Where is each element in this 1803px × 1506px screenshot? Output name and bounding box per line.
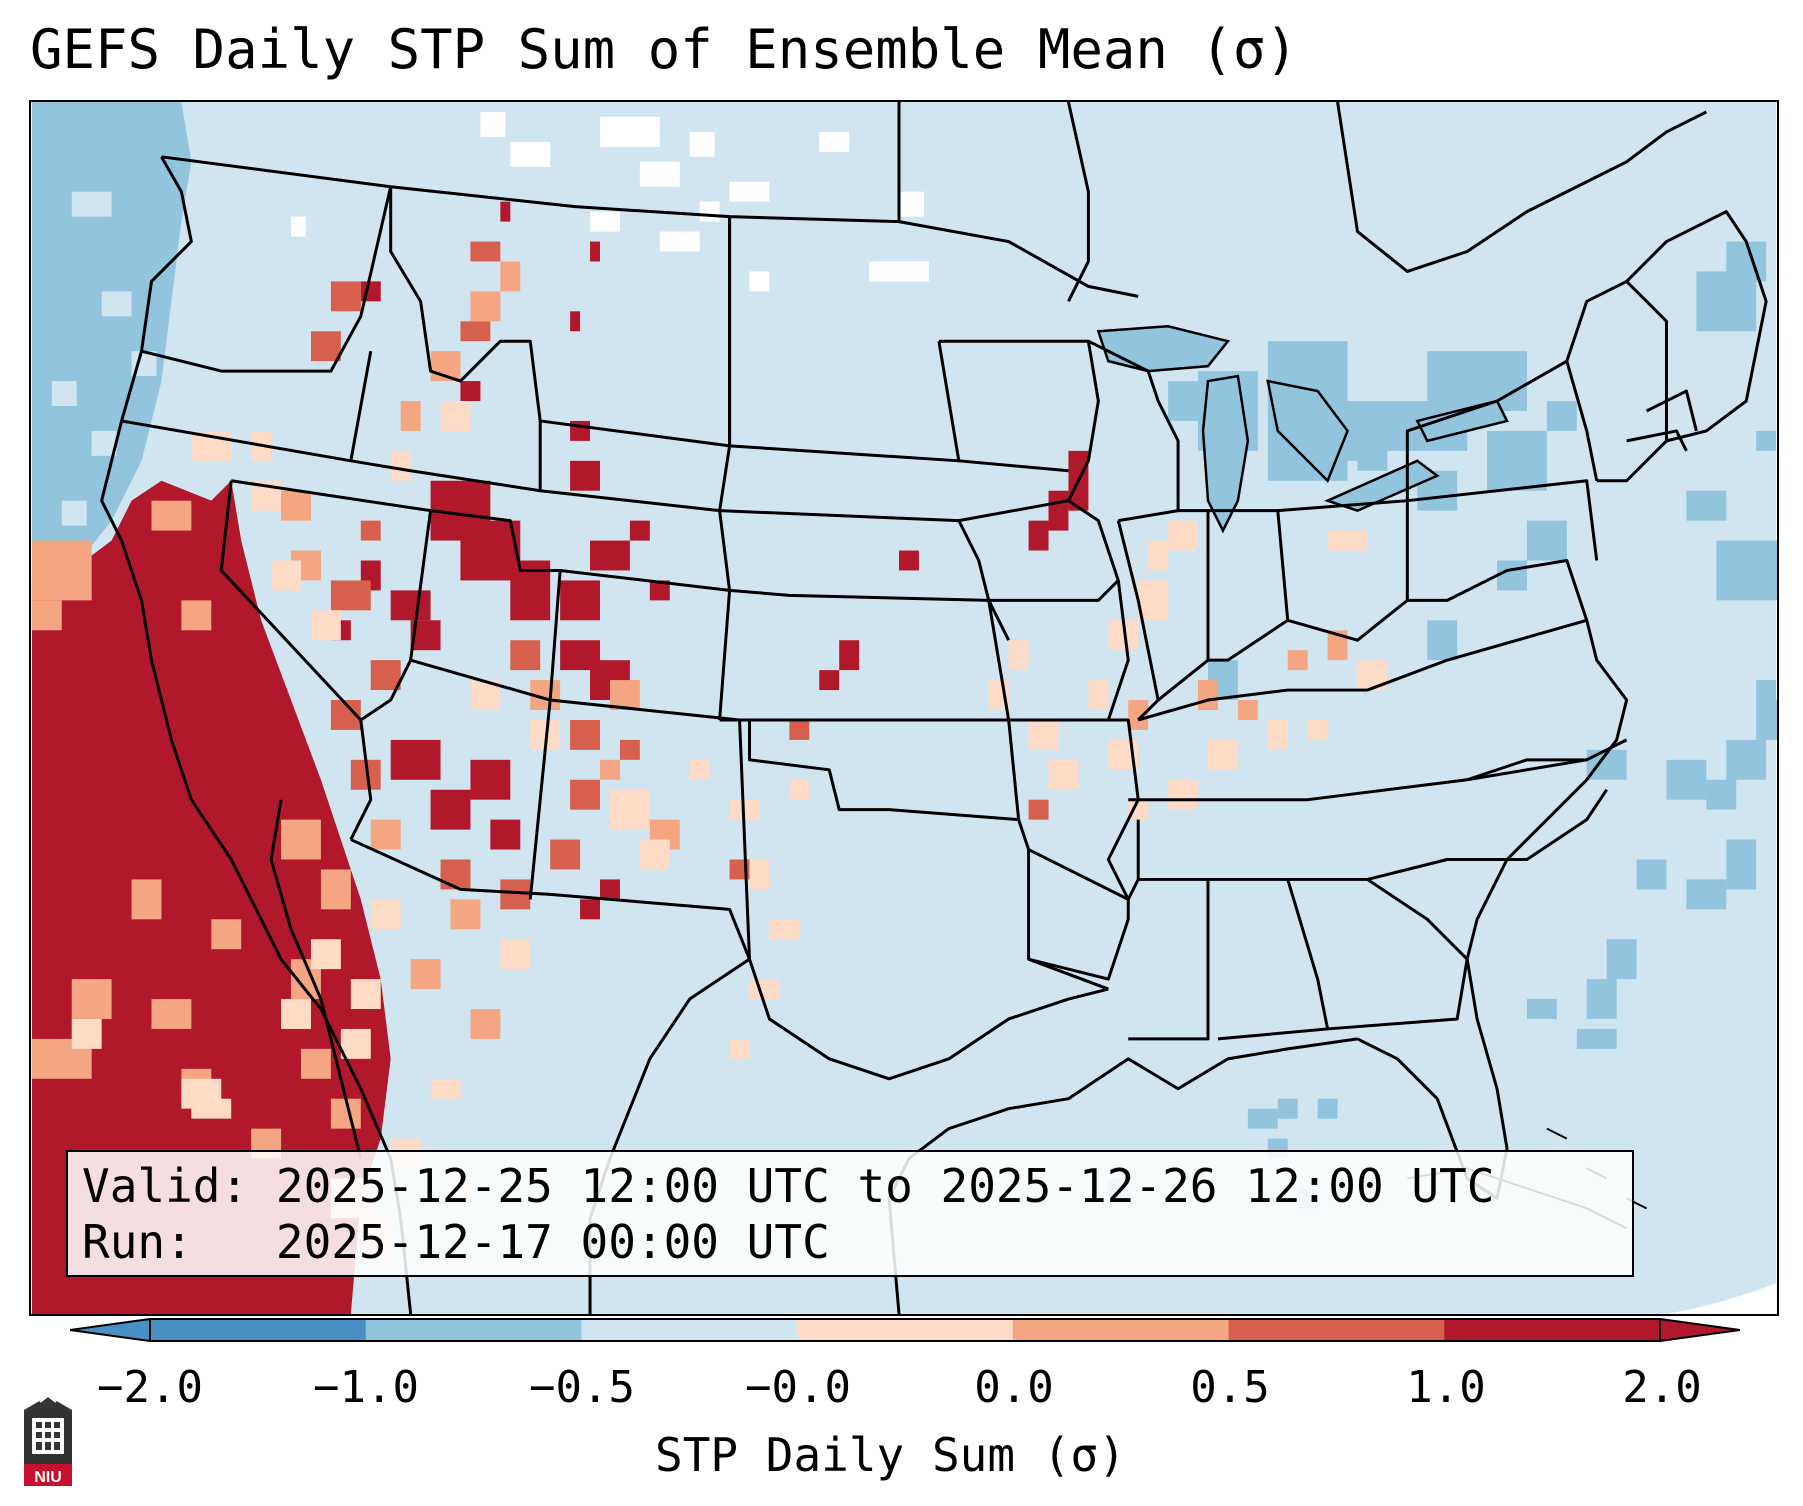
- niu-logo: [24, 1394, 72, 1486]
- colorbar-segment: [797, 1319, 1014, 1341]
- colorbar-segment: [581, 1319, 798, 1341]
- southwest-strong-positive: [31, 480, 391, 1314]
- colorbar-segments: [70, 1318, 1740, 1342]
- domain-corner-se: [1666, 1283, 1777, 1314]
- valid-value: 2025-12-25 12:00 UTC to 2025-12-26 12:00…: [275, 1159, 1495, 1213]
- niu-logo-text: NIU: [34, 1469, 62, 1486]
- colorbar-segment: [1228, 1319, 1445, 1341]
- colorbar-tick-label: 0.5: [1190, 1362, 1270, 1413]
- rockies-strong-cells: [330, 201, 1089, 920]
- colorbar-tick-label: −2.0: [97, 1362, 203, 1413]
- valid-label: Valid:: [82, 1159, 249, 1213]
- colorbar-outline: [149, 1318, 1661, 1342]
- colorbar-tick-label: −1.0: [313, 1362, 419, 1413]
- colorbar-segment: [1444, 1319, 1661, 1341]
- colorbar-label: STP Daily Sum (σ): [655, 1428, 1126, 1482]
- pacific-negative-region: [31, 102, 192, 581]
- run-value: 2025-12-17 00:00 UTC: [275, 1215, 830, 1269]
- map-canvas: [31, 102, 1777, 1314]
- colorbar-tick-label: −0.0: [745, 1362, 851, 1413]
- niu-logo-letters: NIU: [34, 1469, 62, 1486]
- northern-near-zero-cells: [291, 111, 929, 292]
- map-panel: [29, 100, 1779, 1316]
- colorbar-segment: [150, 1319, 367, 1341]
- great-lakes: [1096, 325, 1509, 534]
- colorbar-tick-label: 1.0: [1406, 1362, 1486, 1413]
- pacific-light-cells: [51, 191, 157, 526]
- colorbar-segment: [1012, 1319, 1230, 1341]
- colorbar-tick-label: 0.0: [974, 1362, 1054, 1413]
- colorbar: [70, 1318, 1740, 1342]
- niu-logo-banner: [24, 1464, 72, 1486]
- rockies-red-cells: [310, 241, 1049, 910]
- colorbar-extend-high: [1659, 1318, 1740, 1342]
- run-label: Run:: [82, 1215, 193, 1269]
- valid-run-info-box: Valid: 2025-12-25 12:00 UTC to 2025-12-2…: [66, 1150, 1634, 1277]
- map-title: GEFS Daily STP Sum of Ensemble Mean (σ): [30, 18, 1298, 81]
- colorbar-segment: [365, 1319, 582, 1341]
- state-boundaries: [100, 102, 1768, 1314]
- colorbar-tick-label: −0.5: [529, 1362, 635, 1413]
- colorbar-extend-low: [70, 1318, 151, 1342]
- colorbar-tick-label: 2.0: [1622, 1362, 1702, 1413]
